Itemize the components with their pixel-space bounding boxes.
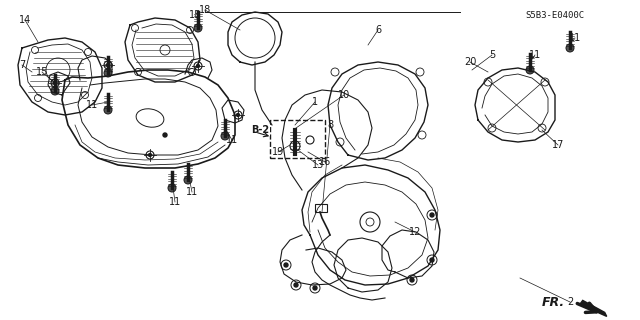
- Text: 1: 1: [312, 97, 318, 107]
- Circle shape: [410, 278, 414, 282]
- Text: 11: 11: [226, 135, 238, 145]
- Circle shape: [313, 286, 317, 290]
- Circle shape: [566, 44, 574, 52]
- Circle shape: [430, 258, 434, 262]
- Circle shape: [168, 184, 176, 192]
- Text: 6: 6: [375, 25, 381, 35]
- Circle shape: [54, 82, 56, 84]
- Text: 11: 11: [569, 33, 581, 43]
- Circle shape: [237, 114, 239, 116]
- Circle shape: [104, 69, 112, 77]
- Text: 5: 5: [489, 50, 495, 60]
- Text: 10: 10: [338, 90, 350, 100]
- Text: 11: 11: [86, 100, 98, 110]
- Text: 2: 2: [567, 297, 573, 307]
- Text: B-2: B-2: [251, 125, 269, 135]
- Circle shape: [104, 106, 112, 114]
- Circle shape: [221, 132, 229, 140]
- Bar: [315, 204, 327, 212]
- Circle shape: [51, 87, 59, 95]
- Circle shape: [184, 176, 192, 184]
- Circle shape: [526, 66, 534, 74]
- Circle shape: [294, 283, 298, 287]
- Text: 15: 15: [36, 67, 48, 77]
- Text: 19: 19: [272, 147, 284, 157]
- Circle shape: [106, 63, 109, 67]
- Text: 15: 15: [189, 10, 201, 20]
- Circle shape: [163, 133, 167, 137]
- Circle shape: [194, 24, 202, 32]
- Text: 11: 11: [169, 197, 181, 207]
- Circle shape: [284, 263, 288, 267]
- Text: 17: 17: [552, 140, 564, 150]
- Polygon shape: [580, 300, 607, 316]
- Text: 7: 7: [19, 60, 25, 70]
- Text: 18: 18: [199, 5, 211, 15]
- Text: 11: 11: [186, 187, 198, 197]
- Text: 14: 14: [19, 15, 31, 25]
- Circle shape: [196, 65, 200, 68]
- Text: 20: 20: [464, 57, 476, 67]
- Text: 11: 11: [529, 50, 541, 60]
- Text: S5B3-E0400C: S5B3-E0400C: [525, 11, 584, 20]
- Text: FR.: FR.: [541, 296, 564, 309]
- Circle shape: [148, 154, 152, 156]
- Circle shape: [430, 213, 434, 217]
- Text: 12: 12: [409, 227, 421, 237]
- Bar: [270, 120, 325, 158]
- Text: 8: 8: [327, 120, 333, 130]
- Text: 13: 13: [312, 160, 324, 170]
- Text: 16: 16: [319, 157, 331, 167]
